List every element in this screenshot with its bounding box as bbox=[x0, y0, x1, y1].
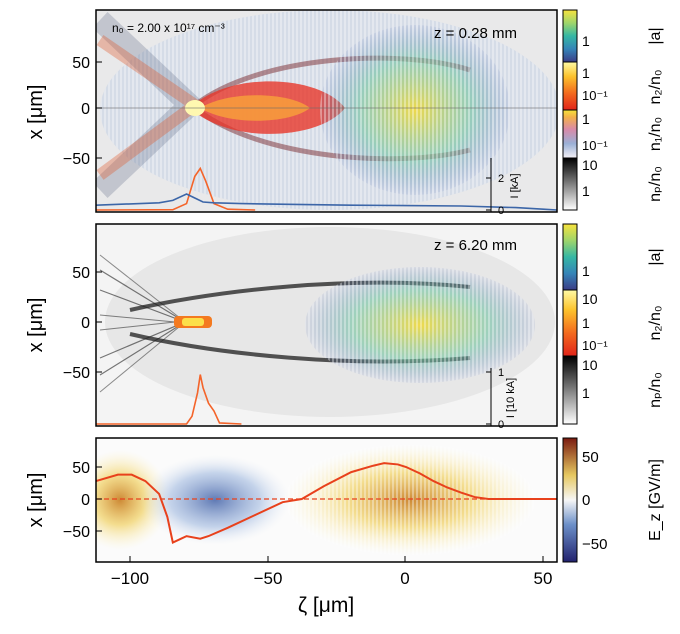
y-axis-label-bottom: x [μm] bbox=[25, 473, 47, 528]
y-axis-label-middle: x [μm] bbox=[25, 298, 47, 353]
cb-label-a: |a| bbox=[647, 248, 664, 265]
y-axis-label-top: x [μm] bbox=[25, 85, 47, 140]
y-ticks-top: 50 0 −50 bbox=[63, 55, 102, 168]
cb-label-n2: n₂/n₀ bbox=[647, 305, 664, 340]
field-map-top bbox=[96, 10, 557, 210]
cb-label-n1: n₁/n₀ bbox=[647, 117, 664, 151]
panel-top: 2 0 I [kA] n₀ = 2.00 x 10¹⁷ cm⁻³ z = 0.2… bbox=[25, 9, 664, 217]
ytick-bot-m50: −50 bbox=[63, 524, 90, 541]
colorbar-ez-bar bbox=[562, 437, 578, 563]
y-ticks-bottom: 50 0 −50 bbox=[63, 460, 102, 541]
cb-tick: 1 bbox=[582, 183, 590, 199]
cb-tick: 0 bbox=[582, 492, 590, 509]
current-profile-1 bbox=[95, 193, 558, 211]
inset-axis-label: I [kA] bbox=[509, 173, 521, 198]
cb-tick: 10 bbox=[582, 357, 598, 373]
ytick-mid-m50: −50 bbox=[63, 365, 90, 382]
xtick-m100: −100 bbox=[111, 569, 149, 588]
colorbar-a-top bbox=[562, 9, 578, 63]
ytick-mid-50: 50 bbox=[72, 265, 90, 282]
inset-current-middle: 1 0 I [10 kA] bbox=[96, 367, 517, 431]
colorbars-middle: 1 10 1 10⁻¹ 10 1 |a| n₂/n₀ nₚ/n₀ bbox=[562, 223, 664, 425]
cb-tick: −50 bbox=[582, 536, 607, 553]
xtick-0: 0 bbox=[400, 569, 409, 588]
panel-bottom: 50 0 −50 −100 −50 0 50 x [μm] ζ [μm] 50 … bbox=[25, 437, 664, 617]
inset-tick-1: 1 bbox=[498, 367, 504, 379]
cb-label-ez: E_z [GV/m] bbox=[647, 459, 664, 541]
cb-tick: 10⁻¹ bbox=[582, 338, 608, 353]
inset-tick-2: 2 bbox=[498, 173, 504, 185]
inset-tick-0: 0 bbox=[498, 205, 504, 217]
xtick-m50: −50 bbox=[254, 569, 283, 588]
colorbar-np-top bbox=[562, 157, 578, 211]
cb-tick: 1 bbox=[582, 65, 590, 81]
z-annotation-middle: z = 6.20 mm bbox=[434, 237, 517, 254]
cb-tick: 10⁻¹ bbox=[582, 88, 608, 103]
ez-lineout bbox=[95, 462, 557, 544]
colorbar-np-mid bbox=[562, 355, 578, 425]
colorbar-n2-mid bbox=[562, 289, 578, 357]
density-annotation: n₀ = 2.00 x 10¹⁷ cm⁻³ bbox=[112, 21, 225, 35]
ez-lineout-curve bbox=[95, 462, 557, 544]
cb-tick: 1 bbox=[582, 315, 590, 331]
colorbar-n2-top bbox=[562, 61, 578, 111]
cb-tick: 10 bbox=[582, 291, 598, 307]
inset-axis-label: I [10 kA] bbox=[505, 378, 517, 418]
x-axis-label: ζ [μm] bbox=[298, 594, 354, 617]
colorbar-n1-top bbox=[562, 109, 578, 159]
cb-tick: 1 bbox=[582, 111, 590, 127]
current-profile-0 bbox=[96, 374, 242, 425]
cb-tick: 50 bbox=[582, 449, 599, 466]
cb-label-n2: n₂/n₀ bbox=[647, 69, 664, 104]
cb-label-np: nₚ/n₀ bbox=[647, 372, 664, 408]
colorbar-ez: 50 0 −50 E_z [GV/m] bbox=[562, 437, 664, 563]
cb-tick: 1 bbox=[582, 263, 590, 279]
ytick-top-m50: −50 bbox=[63, 151, 90, 168]
y-ticks-middle: 50 0 −50 bbox=[63, 265, 102, 382]
colorbars-top: 1 1 10⁻¹ 1 10⁻¹ 10 1 |a| n₂/n₀ n₁/n₀ nₚ/… bbox=[562, 9, 664, 211]
ytick-bot-0: 0 bbox=[81, 492, 90, 509]
cb-tick: 1 bbox=[582, 385, 590, 401]
cb-tick: 1 bbox=[582, 33, 590, 49]
ytick-bot-50: 50 bbox=[72, 460, 90, 477]
inset-current-top: 2 0 I [kA] bbox=[95, 158, 558, 217]
current-profile-0 bbox=[95, 166, 256, 211]
panel-middle: 1 0 I [10 kA] z = 6.20 mm 50 0 −50 x [μm… bbox=[25, 223, 664, 431]
x-ticks-bottom: −100 −50 0 50 bbox=[111, 556, 553, 588]
ytick-top-0: 0 bbox=[81, 101, 90, 118]
inset-tick-0: 0 bbox=[498, 419, 504, 431]
z-annotation-top: z = 0.28 mm bbox=[434, 25, 517, 42]
cb-label-np: nₚ/n₀ bbox=[647, 166, 664, 202]
xtick-50: 50 bbox=[534, 569, 553, 588]
cb-tick: 10 bbox=[582, 157, 598, 173]
ytick-top-50: 50 bbox=[72, 55, 90, 72]
ytick-mid-0: 0 bbox=[81, 315, 90, 332]
field-map-middle bbox=[99, 227, 555, 417]
colorbar-a-mid bbox=[562, 223, 578, 291]
cb-tick: 10⁻¹ bbox=[582, 138, 608, 153]
cb-label-a: |a| bbox=[647, 27, 664, 44]
